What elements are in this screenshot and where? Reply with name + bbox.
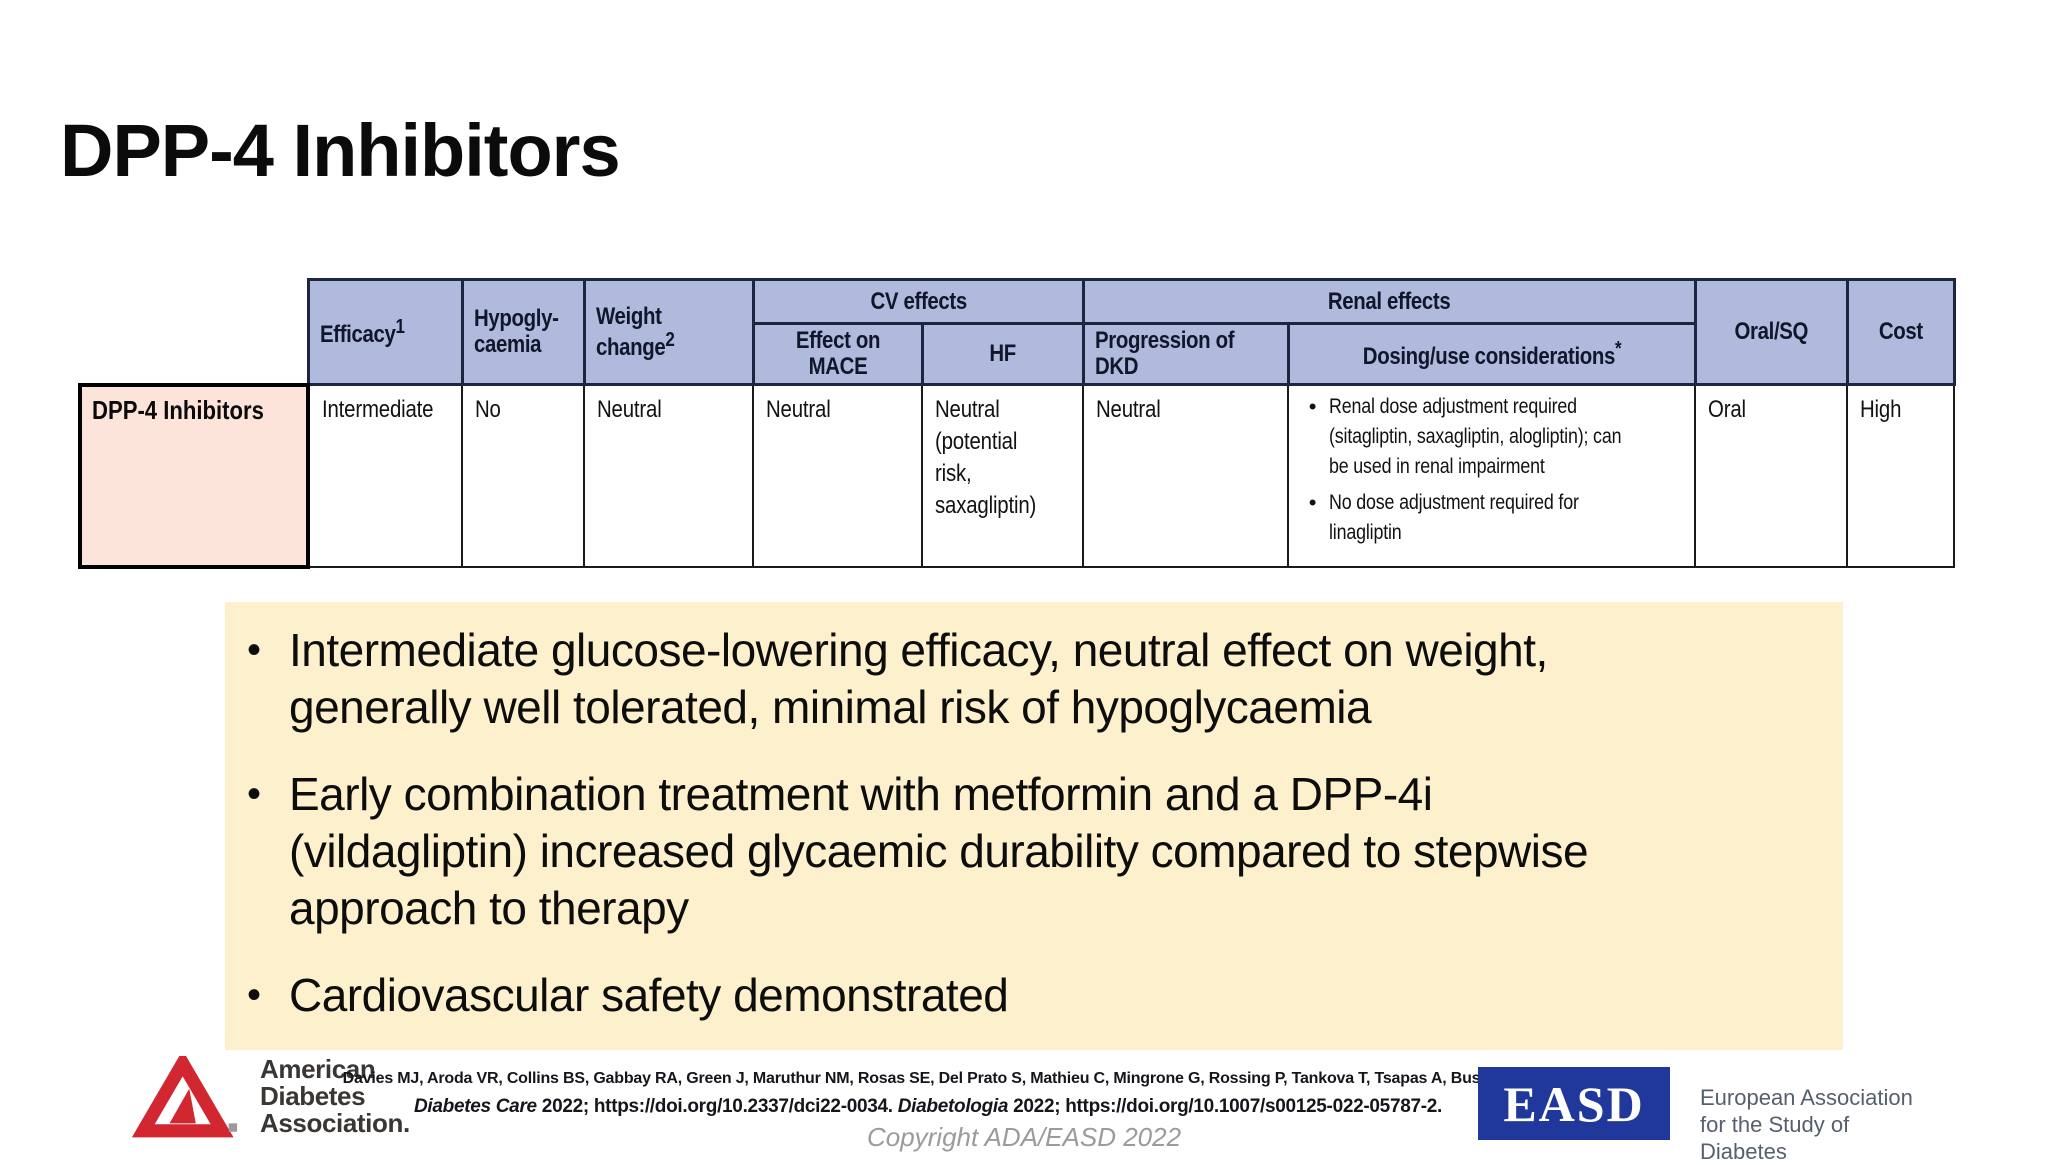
col-header-hf: HF (920, 322, 1085, 386)
ada-triangle-icon (132, 1056, 238, 1138)
dosing-bullet-2: No dose adjustment required for linaglip… (1295, 488, 1690, 548)
col-header-effect-on-mace: Effect on MACE (751, 322, 924, 386)
cell-efficacy: Intermediate (306, 383, 464, 568)
col-header-oral-sq: Oral/SQ (1693, 278, 1849, 386)
col-header-cost: Cost (1845, 278, 1956, 386)
ada-logo-text: American Diabetes Association. (260, 1056, 410, 1137)
col-header-dosing-considerations: Dosing/use considerations* (1286, 322, 1697, 386)
cell-dosing-considerations: Renal dose adjustment required (sitaglip… (1287, 383, 1697, 568)
drug-comparison-table: Efficacy1 Hypogly- caemia Weight change2… (78, 278, 1956, 569)
easd-full-name: European Association for the Study of Di… (1700, 1085, 1913, 1164)
easd-abbreviation: EASD (1503, 1075, 1645, 1132)
citation-ref-1: 2022; https://doi.org/10.2337/dci22-0034… (536, 1096, 898, 1117)
col-header-efficacy: Efficacy1 (306, 278, 464, 386)
row-label-dpp4-inhibitors: DPP-4 Inhibitors (78, 382, 310, 569)
key-point-2: Early combination treatment with metform… (247, 766, 1823, 937)
copyright-watermark: Copyright ADA/EASD 2022 (866, 1122, 1182, 1152)
cell-oral-sq: Oral (1694, 383, 1849, 568)
key-points-box: Intermediate glucose-lowering efficacy, … (225, 602, 1843, 1050)
key-point-1: Intermediate glucose-lowering efficacy, … (247, 622, 1823, 736)
journal-name-2: Diabetologia (897, 1096, 1009, 1117)
table-corner-spacer (80, 280, 308, 385)
cell-hf: Neutral (potential risk, saxagliptin) (921, 383, 1085, 568)
page-title: DPP-4 Inhibitors (60, 108, 621, 192)
ada-text-line3: Association. (260, 1108, 410, 1138)
ada-logo: American Diabetes Association. (132, 1056, 432, 1144)
cell-effect-on-mace: Neutral (752, 383, 924, 568)
cell-hypoglycaemia: No (461, 383, 586, 568)
citation-references: Diabetes Care 2022; https://doi.org/10.2… (414, 1096, 1442, 1118)
col-header-weight-change: Weight change2 (582, 278, 755, 386)
key-point-3: Cardiovascular safety demonstrated (247, 967, 1823, 1024)
citation-ref-2: 2022; https://doi.org/10.1007/s00125-022… (1008, 1096, 1443, 1117)
col-header-hypoglycaemia: Hypogly- caemia (460, 278, 586, 386)
easd-logo: EASD European Association for the Study … (1478, 1067, 1938, 1164)
cell-progression-of-dkd: Neutral (1082, 383, 1290, 568)
easd-logo-box: EASD (1478, 1067, 1670, 1140)
cell-cost: High (1846, 383, 1956, 568)
group-header-cv-effects: CV effects (751, 278, 1085, 325)
col-header-progression-of-dkd: Progression of DKD (1081, 322, 1290, 386)
ada-text-line1: American (260, 1054, 376, 1084)
dosing-bullet-1: Renal dose adjustment required (sitaglip… (1295, 392, 1690, 482)
ada-text-line2: Diabetes (260, 1081, 366, 1111)
table-row: DPP-4 Inhibitors Intermediate No Neutral… (78, 382, 1956, 569)
group-header-renal-effects: Renal effects (1081, 278, 1697, 325)
journal-name-1: Diabetes Care (413, 1096, 537, 1117)
citation-authors: Davies MJ, Aroda VR, Collins BS, Gabbay … (342, 1070, 1514, 1087)
cell-weight-change: Neutral (583, 383, 755, 568)
